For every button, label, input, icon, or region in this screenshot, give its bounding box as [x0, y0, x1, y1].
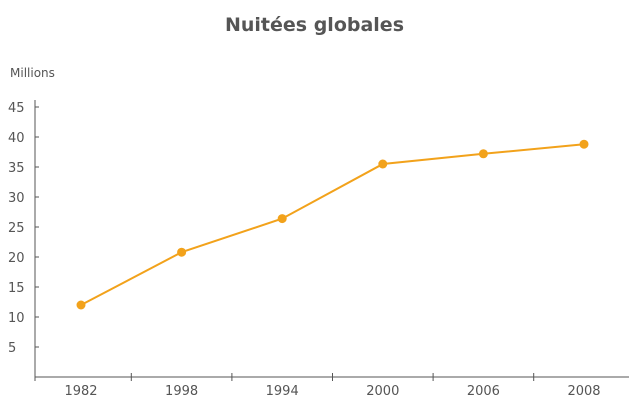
- y-tick-label: 5: [8, 341, 16, 356]
- y-axis-label: Millions: [10, 66, 55, 80]
- data-point: [76, 300, 86, 310]
- chart-title: Nuitées globales: [224, 14, 404, 36]
- x-tick-label: 1994: [266, 384, 299, 399]
- x-tick-label: 2006: [467, 384, 500, 399]
- x-tick-label: 2000: [366, 384, 399, 399]
- y-tick-label: 10: [8, 311, 25, 326]
- series: [76, 139, 589, 310]
- y-tick-label: 45: [8, 101, 25, 116]
- y-tick-label: 35: [8, 161, 25, 176]
- data-point: [579, 139, 589, 149]
- y-tick-label: 25: [8, 221, 25, 236]
- axes: [34, 100, 629, 378]
- data-point: [378, 159, 388, 169]
- x-axis-ticks: 1982 1998 1994 2000 2006 2008: [34, 373, 601, 399]
- data-point: [177, 247, 187, 257]
- data-point: [478, 149, 488, 159]
- y-tick-label: 40: [8, 131, 25, 146]
- y-tick-label: 20: [8, 251, 25, 266]
- y-tick-label: 30: [8, 191, 25, 206]
- x-tick-label: 2008: [567, 384, 600, 399]
- data-point: [277, 214, 287, 224]
- series-line: [80, 143, 585, 306]
- x-tick-label: 1998: [165, 384, 198, 399]
- y-tick-label: 15: [8, 281, 25, 296]
- y-axis-ticks: 5 10 15 20 25 30 35 40 45: [8, 101, 39, 356]
- x-tick-label: 1982: [64, 384, 97, 399]
